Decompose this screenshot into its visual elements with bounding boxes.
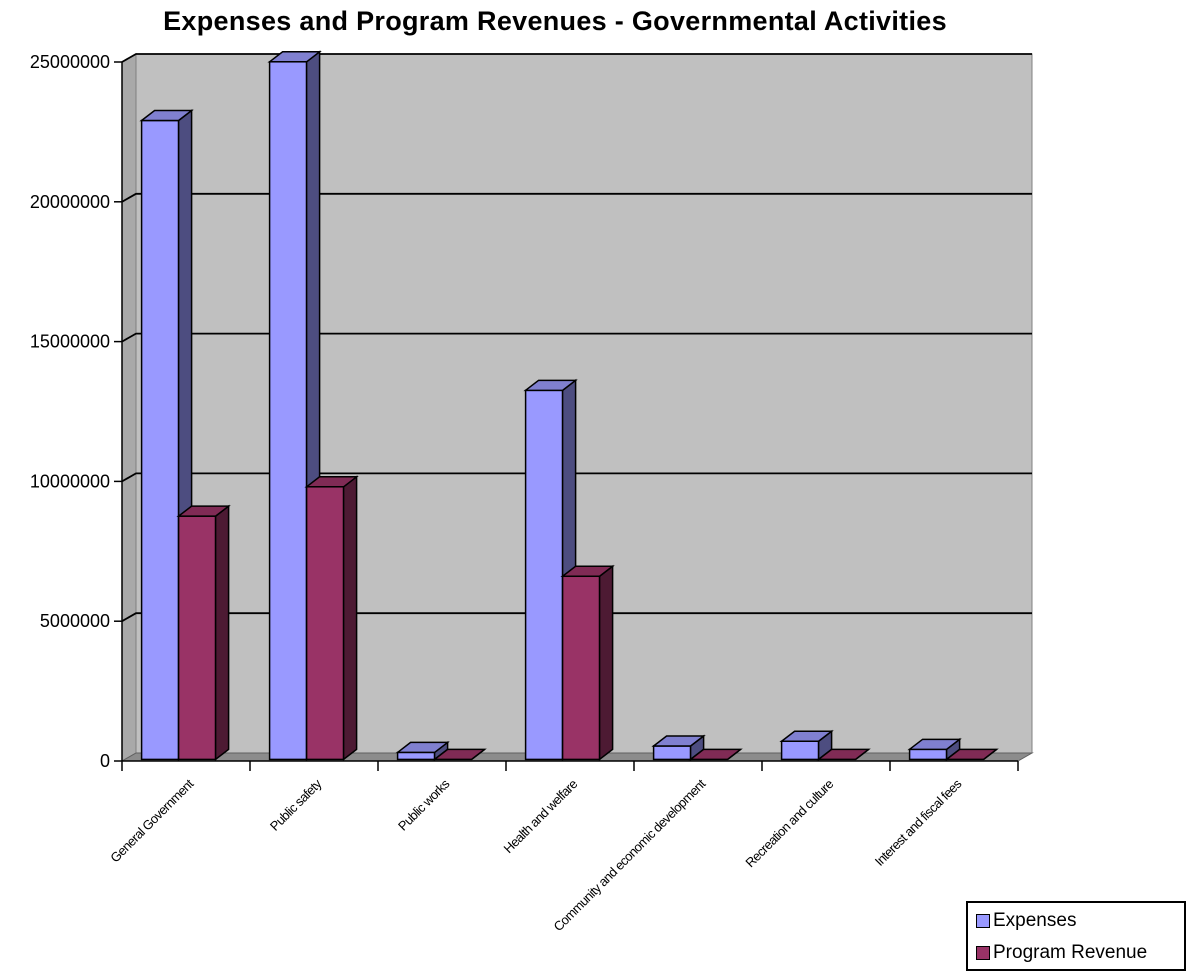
y-tick-labels: 0 5000000 10000000 15000000 20000000 25000000 [30, 52, 110, 771]
bar-front [305, 486, 345, 761]
category-label-public-works: Public works [395, 776, 453, 834]
bar-program-revenue-general-government [176, 504, 231, 761]
y-tick-label: 10000000 [30, 471, 110, 491]
bar-expenses-community-and-economic-development [651, 734, 706, 761]
bar-front [177, 515, 217, 761]
category-label-interest-and-fiscal-fees: Interest and fiscal fees [872, 776, 965, 869]
bar-expenses-interest-and-fiscal-fees [907, 737, 962, 761]
bar-top [688, 748, 743, 761]
bar-front [140, 119, 180, 761]
bar-front [652, 745, 692, 761]
gridline [121, 192, 1032, 203]
y-tick-label: 20000000 [30, 192, 110, 212]
bar-top [523, 379, 578, 392]
legend-swatch-program-revenue [976, 946, 990, 960]
gridlines [121, 53, 1032, 622]
bar-side [214, 504, 230, 761]
bar-front [268, 61, 308, 761]
bar-side [342, 475, 358, 761]
bar-top [944, 748, 999, 761]
bar-program-revenue-community-and-economic-development [688, 748, 743, 761]
legend-label-expenses: Expenses [993, 910, 1077, 931]
legend: Expenses Program Revenue [966, 901, 1186, 971]
bar-front [780, 740, 820, 761]
bar-front [908, 748, 948, 761]
bar-top [267, 51, 322, 63]
bar-top [395, 741, 450, 754]
category-label-recreation-and-culture: Recreation and culture [742, 776, 836, 870]
bar-top [139, 109, 194, 122]
y-tick-label: 15000000 [30, 332, 110, 352]
category-label-general-government: General Government [107, 776, 197, 866]
bar-top [779, 730, 834, 742]
bar-top [560, 565, 615, 578]
bar-program-revenue-interest-and-fiscal-fees [944, 748, 999, 761]
bar-expenses-recreation-and-culture [779, 729, 834, 761]
bar-program-revenue-public-safety [304, 475, 359, 761]
legend-label-program-revenue: Program Revenue [993, 942, 1148, 963]
gridline [121, 472, 1032, 483]
category-label-public-safety: Public safety [267, 776, 325, 834]
gridline [121, 612, 1032, 622]
axes [114, 61, 1019, 771]
bar-expenses-public-safety [267, 50, 322, 761]
legend-swatch-expenses [976, 914, 990, 928]
bar-top [816, 748, 871, 761]
category-label-health-and-welfare: Health and welfare [500, 776, 580, 856]
bar-top [651, 735, 706, 747]
legend-item-program-revenue: Program Revenue [976, 938, 1147, 968]
chart-title: Expenses and Program Revenues - Governme… [163, 6, 947, 36]
bar-top [432, 748, 487, 761]
y-tick-label: 5000000 [40, 611, 110, 631]
gridline [121, 332, 1032, 343]
bar-top [176, 505, 231, 517]
y-tick-label: 25000000 [30, 52, 110, 72]
bar-program-revenue-recreation-and-culture [816, 748, 871, 761]
y-tick-label: 0 [100, 751, 110, 771]
bar-expenses-public-works [395, 740, 450, 761]
bar-front [396, 751, 436, 761]
side-wall [121, 53, 137, 762]
bar-top [304, 476, 359, 488]
bar-program-revenue-public-works [432, 748, 487, 761]
category-label-community-and-economic-development: Community and economic development [550, 776, 708, 934]
bar-program-revenue-health-and-welfare [560, 564, 615, 761]
bars [139, 50, 999, 761]
bar-side [598, 564, 614, 761]
category-labels: General Government Public safety Public wo… [107, 776, 965, 934]
legend-item-expenses: Expenses [976, 906, 1076, 936]
bar-front [561, 575, 601, 761]
bar-top [907, 738, 962, 751]
gridline [121, 53, 1032, 63]
bar-front [524, 389, 564, 761]
